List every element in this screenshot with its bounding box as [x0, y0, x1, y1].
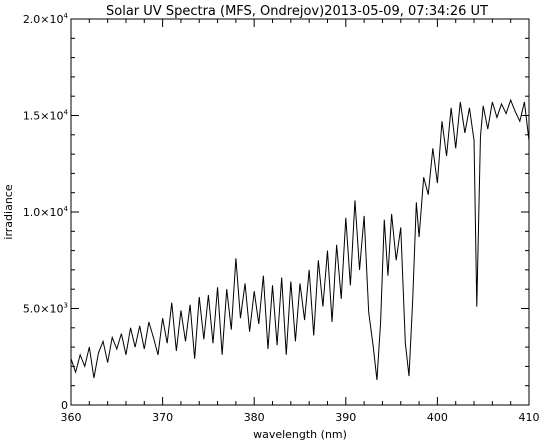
y-tick-label: 5.0×103	[23, 302, 68, 316]
y-axis-label: irradiance	[2, 184, 15, 239]
x-tick-label: 360	[61, 411, 82, 424]
spectrum-line	[70, 98, 530, 380]
y-tick-label: 1.5×104	[23, 109, 69, 123]
plot-border	[70, 18, 530, 406]
y-tick-label: 1.0×104	[23, 205, 69, 219]
y-axis: 0 5.0×103 1.0×104 1.5×104 2.0×104	[23, 12, 529, 412]
y-tick-label: 2.0×104	[23, 12, 69, 26]
x-tick-label: 410	[519, 411, 540, 424]
x-tick-label: 380	[244, 411, 265, 424]
plot-frame	[70, 18, 530, 406]
x-tick-label: 370	[152, 411, 173, 424]
x-tick-label: 390	[335, 411, 356, 424]
x-axis: 360 370 380 390 400 410	[61, 19, 540, 424]
y-tick-label: 0	[61, 399, 68, 412]
chart-title: Solar UV Spectra (MFS, Ondrejov)2013-05-…	[106, 4, 488, 19]
series-layer	[70, 98, 530, 380]
x-axis-label: wavelength (nm)	[253, 428, 347, 441]
x-tick-label: 400	[427, 411, 448, 424]
